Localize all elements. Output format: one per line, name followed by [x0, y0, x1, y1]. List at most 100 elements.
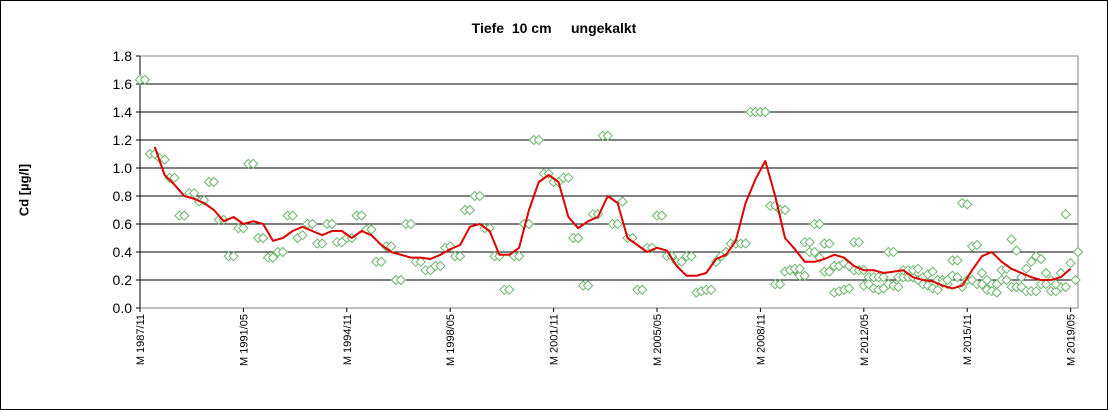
data-point: [760, 106, 771, 118]
data-point: [740, 238, 751, 249]
data-point: [656, 210, 668, 221]
data-point: [415, 256, 426, 268]
data-point: [395, 274, 407, 286]
data-point: [922, 280, 934, 291]
data-point: [863, 278, 874, 290]
data-point: [1072, 246, 1084, 258]
data-point: [853, 236, 865, 248]
data-point: [238, 222, 249, 234]
data-point: [1050, 278, 1062, 290]
x-tick-label: M 1998/05: [445, 314, 457, 366]
x-tick-label: M 1994/11: [342, 314, 354, 365]
y-tick-label: 0.8: [113, 188, 133, 204]
data-point: [637, 284, 648, 296]
data-point: [228, 250, 239, 262]
series-layer: [134, 74, 1084, 298]
moving-average-line: [153, 146, 1072, 290]
data-point: [932, 284, 943, 296]
data-point: [287, 210, 298, 221]
gridlines: [140, 55, 1078, 309]
data-point: [179, 210, 190, 221]
y-tick-label: 1.8: [113, 48, 133, 64]
y-tick-label: 1.2: [113, 132, 133, 148]
data-point: [1001, 274, 1012, 286]
data-point: [779, 204, 791, 216]
data-point: [952, 271, 963, 283]
data-point: [774, 278, 786, 290]
y-tick-label: 0.0: [113, 300, 133, 316]
data-point: [504, 284, 515, 296]
y-tick-label: 0.6: [113, 216, 133, 232]
data-point: [1006, 234, 1017, 245]
data-point: [582, 280, 594, 291]
y-tick-label: 0.4: [113, 244, 133, 260]
data-point: [444, 241, 456, 252]
x-tick-label: M 2001/11: [549, 314, 561, 365]
data-point: [1035, 253, 1047, 265]
data-point: [952, 255, 963, 266]
data-point: [435, 260, 446, 272]
data-point: [878, 271, 889, 283]
data-point: [1030, 250, 1042, 262]
x-tick-label: M 1987/11: [135, 314, 147, 365]
data-point: [1026, 256, 1037, 268]
data-point: [188, 187, 200, 199]
data-point: [809, 246, 820, 258]
x-tick-label: M 2008/11: [755, 314, 767, 365]
data-point: [513, 250, 525, 262]
x-tick-label: M 1991/05: [238, 314, 250, 366]
data-point: [962, 199, 973, 210]
y-tick-label: 1.0: [113, 160, 133, 176]
data-point: [804, 236, 815, 248]
data-point: [843, 283, 855, 294]
x-axis-ticks: M 1987/11 M 1991/05 M 1994/11 M 1998/05 M 20…: [135, 308, 1078, 366]
x-tick-label: M 2015/11: [962, 314, 974, 365]
data-point: [602, 130, 613, 142]
data-point: [824, 266, 835, 277]
data-point: [710, 256, 722, 268]
data-point: [705, 284, 717, 296]
data-point: [1016, 281, 1027, 293]
data-point: [307, 218, 318, 230]
data-point: [888, 246, 899, 258]
data-point: [1016, 271, 1027, 283]
data-point: [814, 218, 825, 230]
data-point: [267, 252, 279, 263]
chart-title: Tiefe 10 cm ungekalkt: [471, 20, 637, 36]
x-tick-label: M 2019/05: [1066, 314, 1078, 366]
data-point: [277, 246, 289, 258]
plot-area: [139, 55, 1079, 309]
data-point: [1011, 245, 1022, 256]
data-point: [976, 267, 988, 279]
y-tick-label: 1.6: [113, 76, 133, 92]
data-point: [376, 256, 387, 268]
data-point: [533, 134, 545, 146]
data-point: [573, 232, 584, 244]
x-tick-label: M 2005/05: [652, 314, 664, 366]
data-point: [1040, 267, 1052, 279]
data-point: [799, 270, 810, 282]
data-point: [981, 274, 993, 286]
data-point: [893, 281, 904, 293]
data-point: [1060, 281, 1071, 293]
data-point: [356, 210, 367, 221]
data-point: [366, 224, 377, 235]
data-point: [169, 172, 180, 184]
data-point: [464, 204, 476, 216]
data-point: [912, 263, 924, 275]
data-point: [159, 154, 170, 165]
data-point: [316, 238, 328, 249]
y-tick-label: 1.4: [113, 104, 133, 120]
data-point: [971, 239, 983, 251]
data-point: [686, 250, 697, 262]
data-point: [405, 218, 417, 230]
data-point: [927, 266, 938, 277]
data-point: [297, 229, 308, 241]
data-point: [612, 218, 623, 230]
data-point: [1021, 263, 1032, 275]
y-axis-ticks: 0.0 0.2 0.4 0.6 0.8 1.0 1.2 1.4 1.6 1.8: [113, 48, 141, 316]
y-tick-label: 0.2: [113, 272, 133, 288]
data-point: [794, 263, 806, 275]
